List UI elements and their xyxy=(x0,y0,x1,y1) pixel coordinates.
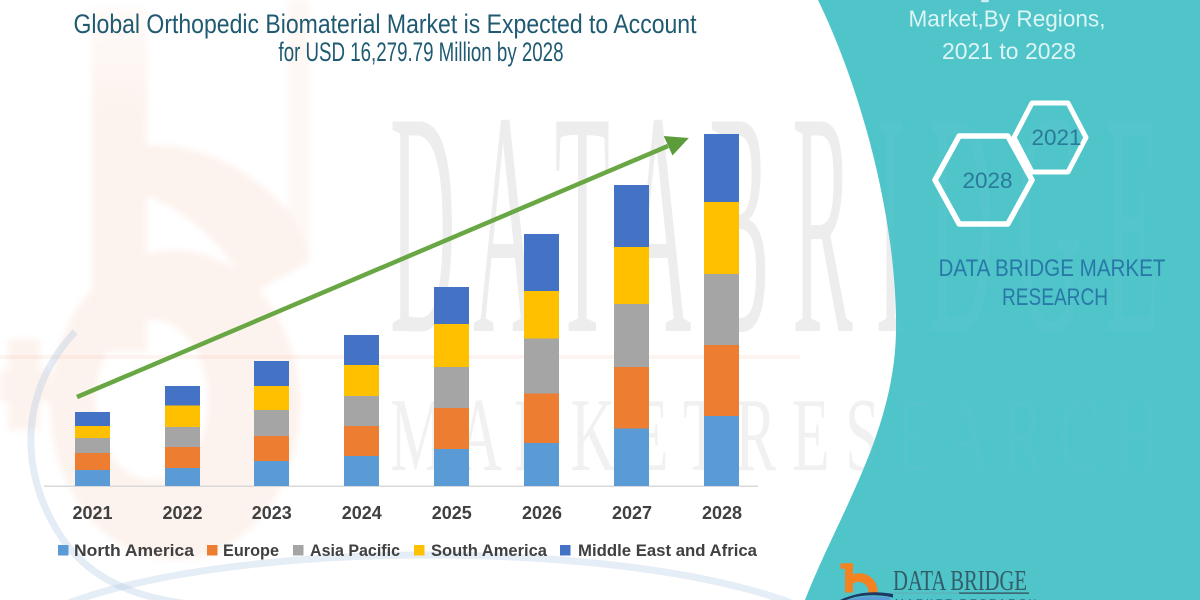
svg-text:2021 to 2028: 2021 to 2028 xyxy=(942,38,1076,64)
svg-text:North America: North America xyxy=(74,542,195,560)
svg-text:2027: 2027 xyxy=(612,503,652,523)
svg-text:MARKET RESEARCH: MARKET RESEARCH xyxy=(895,597,1039,600)
svg-text:2026: 2026 xyxy=(522,503,562,523)
svg-text:2021: 2021 xyxy=(72,503,112,523)
svg-text:2024: 2024 xyxy=(342,503,382,523)
svg-text:Asia Pacific: Asia Pacific xyxy=(310,542,400,560)
svg-text:Global Orthopedic Biomaterial: Global Orthopedic Biomaterial Market is … xyxy=(74,9,698,39)
svg-text:RESEARCH: RESEARCH xyxy=(1002,284,1108,311)
svg-text:Middle East and Africa: Middle East and Africa xyxy=(578,542,758,560)
svg-text:Market,By Regions,: Market,By Regions, xyxy=(909,6,1106,32)
svg-text:South America: South America xyxy=(431,542,548,560)
svg-text:2028: 2028 xyxy=(702,503,742,523)
svg-text:Europe: Europe xyxy=(223,542,279,560)
svg-text:for USD 16,279.79 Million by 2: for USD 16,279.79 Million by 2028 xyxy=(279,37,564,67)
svg-text:DATA BRIDGE: DATA BRIDGE xyxy=(893,566,1027,597)
svg-text:DATA BRIDGE MARKET: DATA BRIDGE MARKET xyxy=(939,255,1166,282)
svg-text:2028: 2028 xyxy=(962,168,1012,193)
svg-text:2021: 2021 xyxy=(1031,125,1081,150)
svg-text:2022: 2022 xyxy=(162,503,202,523)
svg-text:2025: 2025 xyxy=(432,503,472,523)
svg-text:2023: 2023 xyxy=(252,503,292,523)
